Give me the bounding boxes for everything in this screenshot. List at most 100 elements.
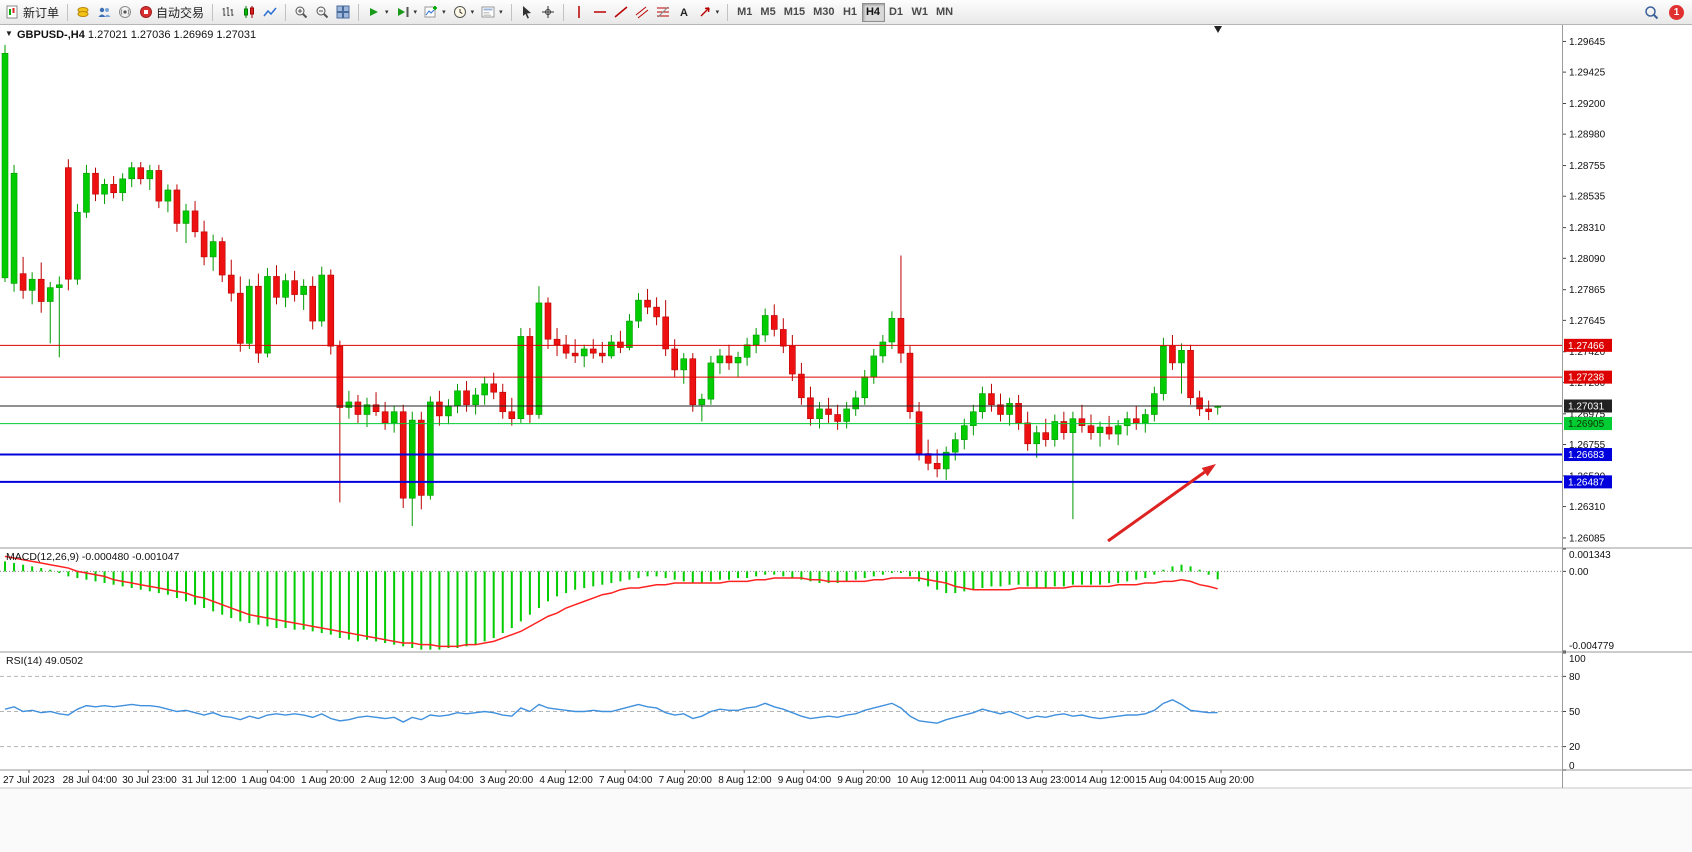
channel-tool-button[interactable]	[632, 2, 652, 22]
fibonacci-tool-button[interactable]	[653, 2, 673, 22]
price-marker-box	[1564, 448, 1612, 462]
trendline-tool-icon	[614, 6, 628, 18]
timeframe-m1[interactable]: M1	[733, 3, 756, 22]
bar-chart-icon	[222, 7, 234, 16]
community-icon	[98, 7, 111, 17]
periods-dropdown-icon: ▾	[470, 9, 475, 16]
price-axis-label: 1.26085	[1569, 533, 1606, 544]
price-axis-label: 1.28310	[1569, 223, 1606, 234]
horizontal-line-objects[interactable]	[0, 344, 1562, 483]
zoom-in-button[interactable]	[291, 2, 311, 22]
auto-scroll-button[interactable]: ▾	[364, 2, 392, 22]
search-icon	[1645, 5, 1659, 19]
notification-badge[interactable]: 1	[1669, 4, 1684, 20]
timeframe-group: M1 M5 M15 M30 H1 H4 D1 W1 MN	[733, 2, 957, 22]
price-axis-label: 1.28090	[1569, 254, 1606, 265]
zoom-out-button[interactable]	[312, 2, 332, 22]
chart-shift-button[interactable]: ▾	[393, 2, 421, 22]
finance-button[interactable]	[73, 2, 93, 22]
timeframe-h4[interactable]: H4	[861, 2, 885, 22]
time-axis-label: 10 Aug 12:00	[897, 775, 956, 786]
price-axis-label: 1.29200	[1569, 99, 1606, 110]
tile-windows-button[interactable]	[333, 2, 353, 22]
templates-button[interactable]: ▾	[478, 2, 506, 22]
time-axis-label: 4 Aug 12:00	[539, 775, 593, 786]
toolbar-separator	[212, 3, 214, 21]
time-axis-label: 3 Aug 04:00	[420, 775, 474, 786]
zoom-in-icon	[295, 6, 308, 19]
timeframe-mn[interactable]: MN	[932, 3, 957, 22]
toolbar-separator	[358, 3, 360, 21]
rsi-line	[4, 699, 1218, 724]
toolbar-separator	[727, 3, 729, 21]
one-click-trading-toggle[interactable]: ▼	[5, 29, 13, 38]
periods-button[interactable]: ▾	[450, 2, 478, 22]
arrows-tool-icon	[700, 7, 710, 17]
rsi-indicator-label: RSI(14) 49.0502	[6, 655, 84, 667]
price-marker-label: 1.26905	[1568, 419, 1605, 430]
auto-trading-icon	[140, 6, 153, 18]
chart-shift-icon	[397, 7, 409, 17]
toolbar-separator	[510, 3, 512, 21]
price-axis[interactable]: 1.29645 1.29425 1.29200 1.28980 1.28755 1.285…	[1563, 37, 1612, 545]
macd-axis-label: 0.001343	[1569, 550, 1611, 561]
price-marker-box	[1564, 417, 1612, 431]
search-button[interactable]	[1641, 2, 1662, 22]
time-axis-label: 15 Aug 20:00	[1195, 775, 1254, 786]
indicators-icon	[424, 6, 438, 18]
timeframe-h1[interactable]: H1	[839, 3, 862, 22]
price-marker-box	[1564, 370, 1612, 384]
candlestick-chart-button[interactable]	[239, 2, 259, 22]
time-axis-label: 30 Jul 23:00	[122, 775, 177, 786]
chart-title: GBPUSD-,H4 1.27021 1.27036 1.26969 1.270…	[17, 29, 256, 41]
periods-icon	[453, 6, 466, 18]
time-axis-label: 2 Aug 12:00	[361, 775, 415, 786]
timeframe-w1[interactable]: W1	[908, 3, 933, 22]
timeframe-m15[interactable]: M15	[780, 3, 809, 22]
horizontal-line-tool-button[interactable]	[590, 2, 610, 22]
price-axis-label: 1.26310	[1569, 502, 1606, 513]
price-axis-label: 1.26975	[1569, 409, 1606, 420]
price-axis-label: 1.29425	[1569, 68, 1606, 79]
crosshair-button[interactable]	[538, 2, 558, 22]
indicators-button[interactable]: ▾	[421, 2, 449, 22]
time-axis-label: 1 Aug 20:00	[301, 775, 355, 786]
time-axis-label: 13 Aug 23:00	[1016, 775, 1075, 786]
arrows-dropdown-icon: ▾	[715, 9, 720, 16]
timeframe-m30[interactable]: M30	[809, 3, 838, 22]
time-axis[interactable]: 27 Jul 2023 28 Jul 04:00 30 Jul 23:00 31 Ju…	[3, 770, 1254, 786]
price-marker-label: 1.26683	[1568, 450, 1605, 461]
line-chart-button[interactable]	[260, 2, 280, 22]
time-axis-label: 1 Aug 04:00	[241, 775, 295, 786]
chart-shift-dropdown-icon: ▾	[413, 9, 418, 16]
bar-chart-button[interactable]	[218, 2, 238, 22]
timeframe-m5[interactable]: M5	[756, 3, 779, 22]
arrows-tool-button[interactable]: ▾	[695, 2, 723, 22]
community-button[interactable]	[94, 2, 114, 22]
auto-scroll-dropdown-icon: ▾	[385, 9, 389, 16]
price-axis-label: 1.27645	[1569, 316, 1606, 327]
time-axis-label: 8 Aug 12:00	[718, 775, 772, 786]
auto-trading-button[interactable]: 自动交易	[136, 2, 207, 22]
price-marker-box	[1564, 475, 1612, 489]
chart-ohlc-values: 1.27021 1.27036 1.26969 1.27031	[87, 29, 257, 41]
macd-axis-label: -0.004779	[1569, 641, 1614, 652]
timeframe-d1[interactable]: D1	[885, 3, 908, 22]
toolbar-separator	[562, 3, 564, 21]
cursor-button[interactable]	[517, 2, 537, 22]
arrow-annotation[interactable]	[1107, 464, 1216, 543]
vertical-line-tool-button[interactable]	[569, 2, 589, 22]
price-axis-label: 1.28535	[1569, 192, 1606, 203]
trendline-tool-button[interactable]	[611, 2, 631, 22]
price-axis-label: 1.26755	[1569, 440, 1606, 451]
horizontal-line-tool-icon	[593, 11, 606, 13]
auto-trading-label: 自动交易	[156, 5, 205, 20]
finance-icon	[77, 7, 89, 17]
text-tool-button[interactable]: A	[674, 2, 694, 22]
broadcast-button[interactable]	[115, 2, 135, 22]
time-axis-label: 9 Aug 04:00	[778, 775, 832, 786]
new-order-button[interactable]: 新订单	[3, 2, 62, 22]
channel-tool-icon	[635, 6, 648, 19]
